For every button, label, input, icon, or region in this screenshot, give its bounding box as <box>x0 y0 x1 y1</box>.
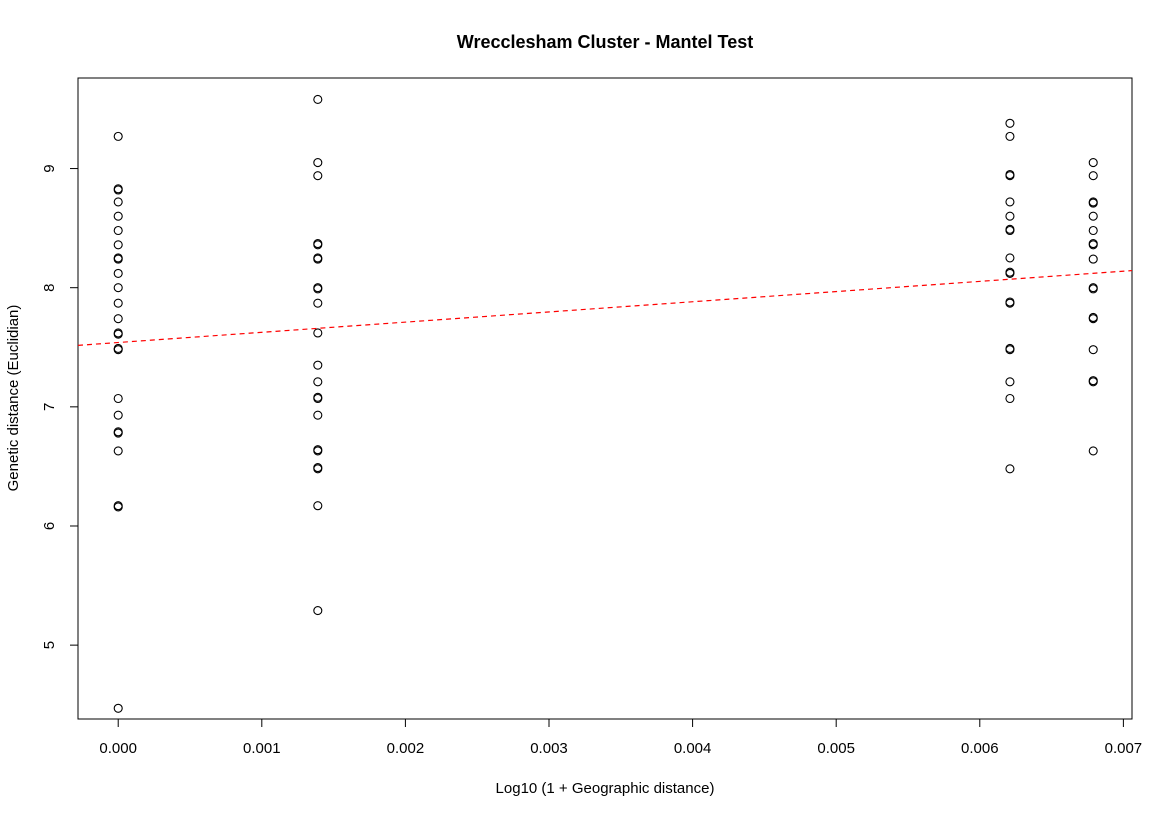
data-point <box>313 328 323 338</box>
data-point <box>1088 284 1098 294</box>
y-tick-label: 6 <box>41 522 58 530</box>
data-point <box>1005 464 1015 474</box>
data-point <box>1088 240 1098 250</box>
data-point <box>113 393 123 404</box>
x-axis-label: Log10 (1 + Geographic distance) <box>496 780 715 797</box>
data-point <box>113 410 123 420</box>
x-axis: 0.000 0.001 0.002 0.003 0.004 0.005 0.006 0.007 <box>99 718 1143 757</box>
y-tick-label: 8 <box>41 284 58 292</box>
data-point <box>313 240 323 250</box>
x-tick-label: 0.007 <box>1105 740 1143 757</box>
data-point <box>1005 118 1015 128</box>
data-point <box>113 254 123 264</box>
data-point <box>1005 211 1015 221</box>
data-point <box>113 703 123 713</box>
data-point <box>313 410 323 420</box>
data-point <box>1005 225 1015 236</box>
data-point <box>113 283 123 293</box>
data-point <box>313 464 323 474</box>
data-point <box>1088 345 1098 355</box>
data-point <box>113 211 123 221</box>
data-point <box>113 314 123 324</box>
data-point <box>313 446 323 456</box>
data-point <box>1088 446 1098 456</box>
y-tick-label: 9 <box>41 164 58 172</box>
x-tick-label: 0.000 <box>99 740 137 757</box>
x-tick-label: 0.003 <box>530 740 568 757</box>
data-point <box>1088 377 1098 387</box>
data-point <box>113 329 123 339</box>
y-axis-label: Genetic distance (Euclidian) <box>5 305 22 492</box>
data-point <box>313 360 323 370</box>
data-point <box>113 345 123 355</box>
data-point <box>313 158 323 168</box>
y-tick-label: 5 <box>41 641 58 649</box>
data-point <box>1088 158 1098 168</box>
data-point <box>1088 198 1098 208</box>
x-tick-label: 0.006 <box>961 740 999 757</box>
x-tick-label: 0.001 <box>243 740 281 757</box>
data-point <box>313 501 323 511</box>
data-point <box>1005 268 1015 278</box>
data-point <box>1088 314 1098 324</box>
data-point <box>1005 393 1015 404</box>
data-point <box>113 185 123 195</box>
data-point <box>113 298 123 308</box>
data-point <box>313 298 323 308</box>
data-point <box>1005 377 1015 387</box>
data-point <box>1005 171 1015 181</box>
data-point <box>1005 197 1015 207</box>
data-point <box>113 446 123 456</box>
data-point <box>313 377 323 387</box>
data-point <box>1088 254 1098 264</box>
data-point <box>113 131 123 141</box>
data-point <box>313 94 323 104</box>
data-point <box>313 393 323 404</box>
data-point <box>1005 345 1015 355</box>
data-points <box>113 94 1098 713</box>
data-point <box>113 240 123 250</box>
data-point <box>1005 253 1015 263</box>
data-point <box>313 606 323 616</box>
data-point <box>113 502 123 512</box>
data-point <box>113 268 123 278</box>
data-point <box>1005 298 1015 308</box>
x-tick-label: 0.005 <box>817 740 855 757</box>
chart-title: Wrecclesham Cluster - Mantel Test <box>457 32 753 52</box>
data-point <box>1088 211 1098 221</box>
x-tick-label: 0.002 <box>387 740 425 757</box>
data-point <box>313 254 323 264</box>
data-point <box>113 225 123 236</box>
data-point <box>1088 171 1098 181</box>
data-point <box>113 428 123 438</box>
y-axis: 5 6 7 8 9 <box>41 164 79 649</box>
data-point <box>313 171 323 181</box>
data-point <box>1005 131 1015 141</box>
x-tick-label: 0.004 <box>674 740 712 757</box>
data-point <box>313 284 323 294</box>
data-point <box>1088 225 1098 236</box>
y-tick-label: 7 <box>41 403 58 411</box>
data-point <box>113 197 123 207</box>
